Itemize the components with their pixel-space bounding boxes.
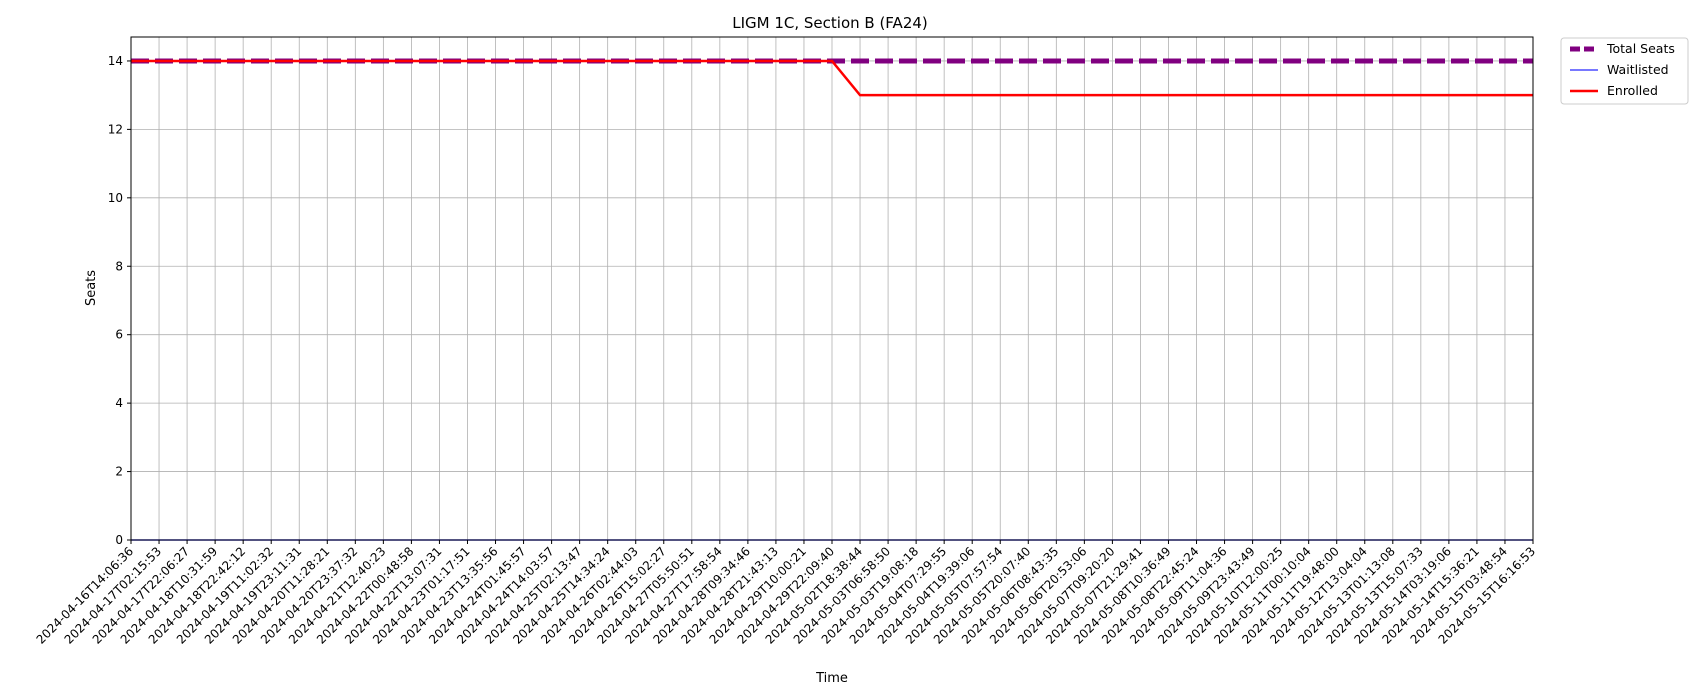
chart-title: LIGM 1C, Section B (FA24)	[732, 14, 928, 32]
series-line-enrolled	[131, 59, 1533, 97]
x-axis-label: Time	[815, 671, 848, 686]
y-tick-label: 14	[108, 54, 123, 68]
grid-lines	[130, 37, 1534, 541]
x-axis: 2024-04-16T14:06:362024-04-17T02:15:5320…	[34, 540, 1538, 647]
y-axis: 0 2 4 6 8 10 12 14	[108, 54, 131, 547]
y-tick-label: 8	[115, 259, 123, 273]
y-tick-label: 2	[115, 465, 123, 479]
legend-label-enrolled: Enrolled	[1607, 83, 1658, 98]
y-tick-label: 12	[108, 122, 123, 136]
y-tick-label: 4	[115, 396, 123, 410]
legend-box	[1560, 37, 1689, 105]
y-tick-label: 10	[108, 191, 123, 205]
y-tick-label: 0	[115, 533, 123, 547]
legend-label-total-seats: Total Seats	[1606, 41, 1675, 56]
y-tick-label: 6	[115, 328, 123, 342]
legend-label-waitlisted: Waitlisted	[1607, 62, 1669, 77]
legend: Total Seats Waitlisted Enrolled	[1560, 37, 1689, 105]
y-axis-label: Seats	[84, 270, 99, 306]
